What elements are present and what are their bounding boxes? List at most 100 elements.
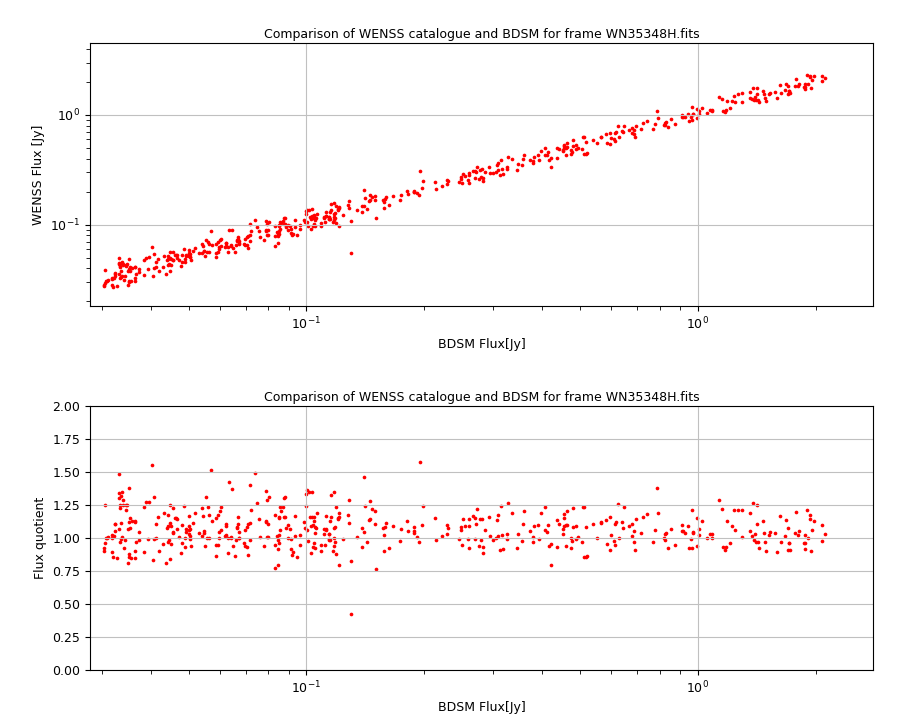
Point xyxy=(330,513,345,525)
Point xyxy=(114,271,129,282)
Point xyxy=(749,94,763,106)
Point xyxy=(454,524,468,536)
Point xyxy=(634,527,648,539)
Point xyxy=(199,491,213,503)
Point xyxy=(560,137,574,148)
Point xyxy=(213,502,228,513)
Point xyxy=(500,163,514,174)
Point xyxy=(322,211,337,222)
Point xyxy=(511,158,526,170)
Point xyxy=(202,246,216,258)
Point xyxy=(161,509,176,521)
Point xyxy=(563,148,578,160)
Point xyxy=(557,139,572,150)
Point xyxy=(199,234,213,246)
Point xyxy=(218,241,232,253)
Point xyxy=(576,501,590,513)
Point xyxy=(441,176,455,187)
Point xyxy=(664,523,679,535)
Point xyxy=(150,253,165,265)
Point xyxy=(575,536,590,547)
Point xyxy=(200,247,214,258)
Point xyxy=(382,199,396,211)
Point xyxy=(128,272,142,284)
Point xyxy=(675,111,689,122)
Point xyxy=(121,557,135,569)
Point xyxy=(306,212,320,224)
Point xyxy=(288,215,302,226)
Point xyxy=(172,254,186,266)
Point xyxy=(132,534,147,546)
Point xyxy=(527,521,542,532)
Point xyxy=(410,531,425,543)
Point xyxy=(308,215,322,226)
Point xyxy=(146,271,160,282)
Point xyxy=(98,500,112,511)
Point xyxy=(695,516,709,527)
Point xyxy=(256,540,271,552)
Point xyxy=(310,208,324,220)
Point xyxy=(309,212,323,224)
Point xyxy=(97,277,112,289)
Point xyxy=(243,235,257,247)
Point xyxy=(201,237,215,248)
Point xyxy=(195,510,210,521)
Point xyxy=(178,253,193,264)
Point xyxy=(162,258,176,270)
Point xyxy=(650,482,664,494)
Point xyxy=(304,487,319,498)
Point xyxy=(658,528,672,539)
Point xyxy=(300,524,314,536)
Point xyxy=(281,220,295,231)
Point xyxy=(349,531,364,542)
Point xyxy=(194,238,209,250)
Point xyxy=(326,216,340,228)
Point xyxy=(800,69,814,81)
Point xyxy=(152,265,166,276)
Point xyxy=(537,524,552,536)
Point xyxy=(166,502,180,513)
Point xyxy=(301,536,315,547)
Point xyxy=(183,251,197,262)
Point xyxy=(213,524,228,536)
Point xyxy=(221,241,236,253)
Point xyxy=(330,203,345,215)
Point xyxy=(106,530,121,541)
Point xyxy=(307,537,321,549)
Point xyxy=(468,172,482,184)
Point xyxy=(288,221,302,233)
Point xyxy=(253,231,267,243)
Point xyxy=(807,515,822,526)
Point xyxy=(798,538,813,549)
Point xyxy=(599,539,614,550)
Point xyxy=(772,78,787,90)
Point xyxy=(182,521,196,532)
Point xyxy=(758,92,772,104)
Point xyxy=(608,516,623,528)
Point xyxy=(625,122,639,134)
Point xyxy=(684,112,698,123)
Point xyxy=(500,533,514,544)
Point xyxy=(684,534,698,545)
Point xyxy=(557,140,572,151)
Point xyxy=(110,280,124,292)
Point xyxy=(195,248,210,259)
Point xyxy=(751,536,765,548)
Point xyxy=(211,509,225,521)
Point xyxy=(692,108,706,120)
Point xyxy=(798,81,813,93)
Point xyxy=(415,181,429,193)
Point xyxy=(748,91,762,103)
Point xyxy=(232,238,247,249)
Point xyxy=(243,534,257,546)
Point xyxy=(242,479,256,490)
Point xyxy=(349,204,364,216)
Point xyxy=(750,88,764,99)
Point xyxy=(229,534,243,545)
Point xyxy=(593,516,608,528)
Point xyxy=(778,530,793,541)
Point xyxy=(493,545,508,557)
Point xyxy=(328,501,343,513)
Point xyxy=(411,536,426,548)
Point xyxy=(394,189,409,200)
